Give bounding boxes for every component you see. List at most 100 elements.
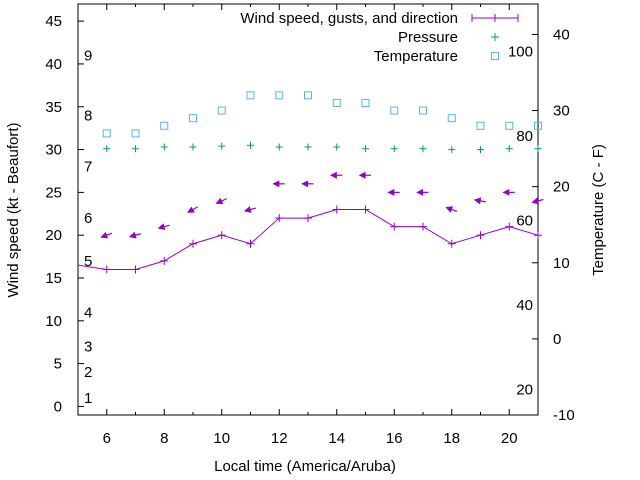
wind-speed-series [77,205,542,274]
y-tick-label: 45 [45,13,62,30]
beaufort-label: 2 [84,364,92,381]
gust-arrow-head [243,206,252,213]
temperature-point [361,98,370,107]
gust-arrow-head [445,206,454,213]
gust-arrow [243,206,256,213]
gust-arrow [301,180,314,188]
beaufort-label: 9 [84,47,92,64]
pressure-point [362,145,369,153]
beaufort-label: 6 [84,210,92,227]
x-tick-label: 8 [160,430,168,447]
gust-arrow [531,197,544,205]
pressure-point [390,145,398,153]
wind-speed-point [304,214,312,223]
x-tick-label: 12 [271,430,288,447]
y-axis-ticks: 0 5 10 15 20 25 30 35 40 45 [45,13,84,415]
temperature-point [217,106,226,115]
y2-tick-label: 20 [553,179,570,196]
y2-tick-label: 40 [553,26,570,43]
pressure-point [275,143,283,151]
gust-arrow [502,188,515,196]
beaufort-label: 8 [84,107,92,124]
wind-speed-point [332,205,341,214]
gust-arrow [445,206,458,213]
temperature-point [447,114,456,123]
pressure-point [247,141,254,149]
gust-arrow-head [187,206,195,213]
wind-speed-point [275,214,284,223]
x-tick-label: 20 [501,430,518,447]
gust-arrow-head [157,223,166,230]
temperature-point [476,121,485,130]
wind-gust-series [100,171,544,239]
pressure-point [419,145,427,153]
wind-speed-point [102,265,111,274]
wind-speed-point [390,222,399,231]
temperature-point [390,106,399,115]
wind-speed-point [534,231,542,240]
fahrenheit-label: 60 [516,212,533,229]
temperature-point [131,129,140,138]
gust-arrow [329,171,343,179]
legend-swatch-temperature [491,52,499,60]
y2-tick-label: -10 [553,407,575,424]
legend-swatch-pressure [491,33,499,41]
pressure-point [103,145,111,153]
pressure-point [448,146,456,154]
y-axis-title: Wind speed (kt - Beaufort) [5,122,22,297]
temperature-point [160,121,169,130]
y-tick-label: 25 [45,184,62,201]
gust-arrow [358,171,371,179]
wind-speed-point [217,231,226,240]
wind-speed-point [505,222,514,231]
y-tick-label: 0 [54,398,62,415]
gust-arrow [387,188,400,196]
y2-axis-title: Temperature (C - F) [590,144,607,276]
pressure-series [103,141,542,154]
gust-arrow [272,180,285,188]
pressure-point [304,143,312,151]
temperature-point [246,91,255,100]
x-tick-label: 16 [386,430,403,447]
pressure-point [505,145,513,153]
y2-tick-label: 10 [553,255,570,272]
fahrenheit-label: 80 [516,128,533,145]
gust-arrow-head [128,231,137,239]
gust-arrow-head [100,231,109,239]
gust-arrow-head [473,197,482,205]
temperature-point [304,91,312,100]
y-tick-label: 15 [45,270,62,287]
gust-arrow [157,223,170,230]
x-axis-ticks: 6 8 10 12 14 16 18 20 [77,4,539,447]
x-tick-label: 6 [103,430,111,447]
y-tick-label: 20 [45,227,62,244]
gust-arrow [215,197,227,205]
y2-axis-ticks: -10 0 10 20 30 40 [532,26,575,424]
gust-arrow-head [272,180,280,188]
wind-speed-point [476,231,485,240]
fahrenheit-label: 20 [516,382,533,399]
temperature-point [534,121,542,130]
legend-label-wind: Wind speed, gusts, and direction [240,10,458,27]
wind-speed-point [160,256,169,265]
gust-arrow-head [502,188,510,196]
pressure-point [218,142,226,150]
pressure-point [534,145,542,153]
gust-arrow [128,231,141,239]
temperature-point [419,106,427,115]
y-tick-label: 35 [45,99,62,116]
beaufort-label: 7 [84,159,92,176]
x-tick-label: 10 [213,430,230,447]
legend: Wind speed, gusts, and direction Pressur… [240,10,519,65]
beaufort-label: 3 [84,339,92,356]
gust-arrow-head [329,171,337,179]
beaufort-label: 5 [84,253,92,270]
beaufort-label: 4 [84,304,92,321]
gust-arrow [187,206,199,213]
wind-speed-point [131,265,140,274]
gust-arrow-head [531,197,539,205]
temperature-point [505,121,514,130]
y2-tick-label: 0 [553,331,561,348]
pressure-point [160,143,168,151]
